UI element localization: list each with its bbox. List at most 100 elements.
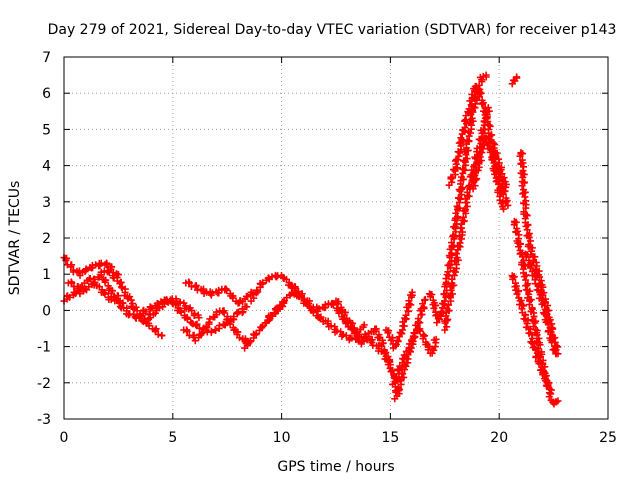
- data-point: [198, 329, 206, 337]
- data-point: [527, 338, 535, 346]
- series-track-12: [332, 297, 403, 398]
- data-point: [468, 90, 476, 98]
- data-point: [520, 273, 528, 281]
- data-point: [443, 305, 451, 313]
- data-point: [97, 268, 105, 276]
- data-point: [348, 334, 356, 342]
- x-tick-label: 5: [168, 430, 177, 446]
- data-point: [545, 393, 553, 401]
- data-point: [470, 94, 478, 102]
- data-point: [525, 290, 533, 298]
- data-point: [444, 268, 452, 276]
- y-tick-label: 1: [42, 267, 51, 283]
- data-point: [522, 211, 530, 219]
- data-point: [452, 156, 460, 164]
- data-point: [459, 213, 467, 221]
- series-track-21: [508, 73, 521, 88]
- data-point: [542, 312, 550, 320]
- data-point: [220, 309, 228, 317]
- data-point: [451, 258, 459, 266]
- y-tick-label: 0: [42, 303, 51, 319]
- series-track-20: [486, 145, 508, 213]
- data-point: [531, 345, 539, 353]
- data-point: [539, 283, 547, 291]
- data-point: [526, 287, 534, 295]
- data-point: [115, 299, 123, 307]
- data-point: [291, 284, 299, 292]
- data-point: [212, 308, 220, 316]
- data-point: [91, 275, 99, 283]
- x-axis: 0 5 10 15 20 25: [60, 57, 617, 446]
- data-point: [467, 101, 475, 109]
- data-point: [82, 265, 90, 273]
- data-point: [461, 117, 469, 125]
- data-point: [448, 239, 456, 247]
- data-point: [441, 297, 449, 305]
- data-point: [110, 274, 118, 282]
- data-point: [280, 298, 288, 306]
- data-point: [155, 304, 163, 312]
- series-track-15: [382, 288, 416, 352]
- data-point: [513, 73, 521, 81]
- data-point: [66, 293, 74, 301]
- data-point: [372, 327, 380, 335]
- data-point: [430, 304, 438, 312]
- data-point: [253, 286, 261, 294]
- data-point: [552, 350, 560, 358]
- data-point: [394, 337, 402, 345]
- series-track-11: [288, 283, 368, 337]
- y-tick-label: -1: [37, 340, 51, 356]
- data-point: [407, 301, 415, 309]
- data-point: [101, 290, 109, 298]
- x-tick-label: 20: [490, 430, 508, 446]
- data-point: [400, 373, 408, 381]
- data-point: [177, 308, 185, 316]
- data-point: [471, 100, 479, 108]
- data-point: [475, 92, 483, 100]
- data-point: [387, 336, 395, 344]
- data-point: [535, 360, 543, 368]
- data-point: [477, 157, 485, 165]
- series-track-7: [182, 278, 255, 307]
- data-point: [465, 105, 473, 113]
- data-point: [510, 221, 518, 229]
- data-point: [347, 322, 355, 330]
- data-point: [153, 300, 161, 308]
- data-point: [443, 317, 451, 325]
- data-point: [273, 273, 281, 281]
- data-point: [540, 296, 548, 304]
- series-track-6: [180, 307, 253, 347]
- data-point: [476, 148, 484, 156]
- series-track-23: [508, 272, 555, 394]
- data-points: [60, 71, 562, 408]
- data-point: [432, 335, 440, 343]
- data-point: [525, 233, 533, 241]
- data-point: [544, 382, 552, 390]
- data-point: [226, 320, 234, 328]
- data-point: [215, 286, 223, 294]
- data-point: [243, 293, 251, 301]
- series-track-14: [389, 325, 440, 388]
- data-point: [486, 148, 494, 156]
- data-point: [426, 293, 434, 301]
- data-point: [206, 315, 214, 323]
- series-track-5: [136, 296, 251, 336]
- data-point: [148, 304, 156, 312]
- data-point: [457, 173, 465, 181]
- data-point: [526, 264, 534, 272]
- data-point: [400, 351, 408, 359]
- x-axis-label: GPS time / hours: [277, 459, 394, 475]
- data-point: [480, 107, 488, 115]
- series-track-9: [247, 271, 301, 305]
- data-point: [430, 346, 438, 354]
- data-point: [515, 243, 523, 251]
- series-track-3: [64, 267, 118, 298]
- data-point: [420, 303, 428, 311]
- data-point: [264, 274, 272, 282]
- data-point: [229, 294, 237, 302]
- x-tick-label: 10: [273, 430, 291, 446]
- data-point: [103, 261, 111, 269]
- data-point: [358, 337, 366, 345]
- data-point: [197, 331, 205, 339]
